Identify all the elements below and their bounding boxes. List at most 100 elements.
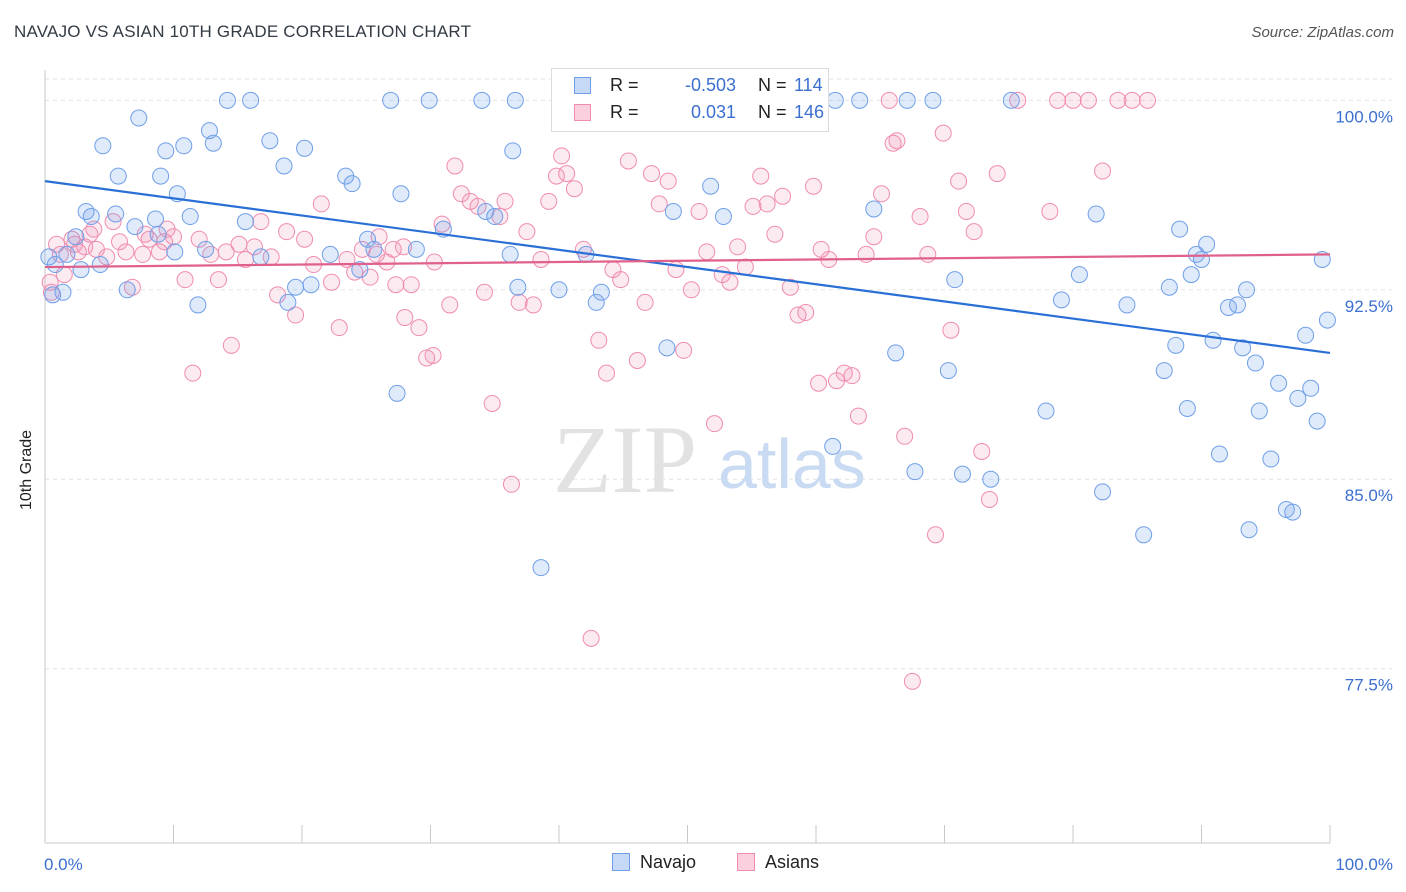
- asians-point: [1123, 91, 1141, 109]
- navajo-point: [702, 177, 720, 195]
- asians-point: [843, 367, 861, 385]
- navajo-point: [1160, 278, 1178, 296]
- navajo-point: [275, 157, 293, 175]
- navajo-point: [1193, 250, 1210, 268]
- asians-point: [48, 235, 66, 253]
- navajo-point: [388, 384, 406, 402]
- asians-point: [758, 195, 776, 213]
- asians-point: [619, 152, 637, 170]
- navajo-point: [1155, 362, 1173, 380]
- navajo-point: [1002, 91, 1020, 109]
- asians-point: [698, 243, 716, 261]
- asians-point: [643, 165, 661, 183]
- asians-point: [766, 225, 784, 243]
- navajo-point: [1052, 291, 1070, 309]
- asians-point: [880, 91, 898, 109]
- navajo-point: [946, 271, 964, 289]
- navajo-point: [218, 91, 236, 109]
- asians-point: [957, 202, 975, 220]
- navajo-r-value: -0.503: [684, 75, 736, 95]
- navajo-point: [1262, 450, 1280, 468]
- navajo-point: [54, 283, 72, 301]
- navajo-point: [1228, 296, 1246, 314]
- navajo-point: [714, 208, 732, 226]
- asians-point: [744, 197, 762, 215]
- navajo-point: [252, 248, 270, 266]
- navajo-point: [592, 283, 610, 301]
- asians-point: [558, 165, 576, 183]
- navajo-point: [664, 202, 682, 220]
- navajo-point: [261, 132, 279, 150]
- asians-point: [650, 195, 668, 213]
- asians-swatch: [574, 104, 591, 121]
- watermark-atlas: atlas: [718, 425, 866, 503]
- navajo-point: [1118, 296, 1136, 314]
- navajo-point: [197, 240, 215, 258]
- navajo-point: [982, 470, 1000, 488]
- asians-point: [927, 526, 945, 544]
- navajo-swatch: [574, 77, 591, 94]
- navajo-point: [865, 200, 883, 218]
- asians-point: [1041, 202, 1059, 220]
- navajo-point: [1182, 266, 1200, 284]
- navajo-point: [550, 281, 568, 299]
- navajo-point: [189, 296, 207, 314]
- navajo-point: [1087, 205, 1105, 223]
- watermark: ZIP atlas: [553, 406, 866, 513]
- asians-point: [675, 341, 693, 359]
- asians-point: [797, 304, 815, 322]
- asians-point: [729, 238, 747, 256]
- asians-point: [774, 187, 792, 205]
- asians-point: [425, 253, 443, 271]
- asians-point: [896, 427, 914, 445]
- asians-point: [988, 165, 1006, 183]
- navajo-point: [365, 240, 383, 258]
- navajo-point: [509, 278, 527, 296]
- asians-point: [85, 220, 103, 238]
- asians-point: [475, 283, 493, 301]
- asians-point: [950, 172, 968, 190]
- asians-point: [919, 245, 937, 263]
- asians-point: [540, 192, 558, 210]
- asians-point: [518, 223, 536, 241]
- x-tick-label-start: 0.0%: [44, 855, 83, 874]
- asians-point: [547, 167, 565, 185]
- asians-point: [230, 235, 248, 253]
- asians-point: [965, 223, 983, 241]
- asians-legend-swatch: [737, 853, 755, 871]
- asians-point: [384, 240, 402, 258]
- navajo-point: [1284, 503, 1302, 521]
- navajo-trend-line: [44, 180, 1331, 355]
- navajo-point: [1240, 521, 1258, 539]
- navajo-point: [473, 91, 491, 109]
- navajo-point: [851, 91, 869, 109]
- asians-point: [312, 195, 330, 213]
- asians-point: [1079, 91, 1097, 109]
- navajo-point: [175, 137, 193, 155]
- navajo-point: [287, 278, 305, 296]
- navajo-legend-swatch: [612, 853, 630, 871]
- tick-labels: 100.0% 92.5% 85.0% 77.5% 0.0% 100.0%: [44, 107, 1393, 874]
- navajo-point: [407, 240, 425, 258]
- chart-title: NAVAJO VS ASIAN 10TH GRADE CORRELATION C…: [14, 22, 472, 41]
- navajo-point: [392, 185, 410, 203]
- navajo-point: [824, 437, 842, 455]
- asians-point: [117, 243, 135, 261]
- asians-point: [222, 336, 240, 354]
- asians-point: [296, 230, 314, 248]
- navajo-point: [1250, 402, 1268, 420]
- navajo-point: [1270, 374, 1288, 392]
- navajo-point: [939, 362, 957, 380]
- navajo-point: [118, 281, 136, 299]
- asians-point: [590, 331, 608, 349]
- navajo-point: [1297, 326, 1315, 344]
- asians-point: [502, 475, 520, 493]
- asians-point: [1009, 91, 1027, 109]
- navajo-point: [1289, 389, 1307, 407]
- asians-point: [942, 321, 960, 339]
- navajo-point: [506, 91, 524, 109]
- y-tick-label: 92.5%: [1345, 297, 1393, 316]
- navajo-legend-label: Navajo: [640, 852, 697, 872]
- asians-point: [190, 230, 208, 248]
- x-tick-label-end: 100.0%: [1335, 855, 1393, 874]
